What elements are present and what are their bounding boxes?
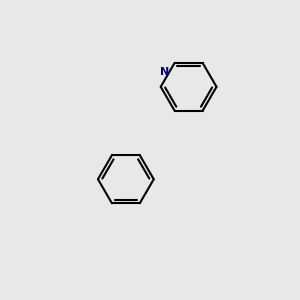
Text: N: N [160, 67, 169, 77]
